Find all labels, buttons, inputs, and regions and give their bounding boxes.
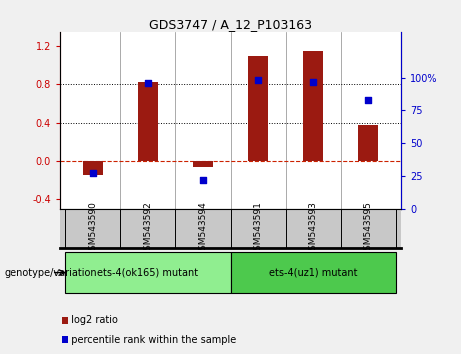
Bar	[230, 252, 396, 293]
Point	[364, 97, 372, 103]
Point	[89, 170, 97, 176]
Bar	[193, 161, 213, 167]
Text: ets-4(uz1) mutant: ets-4(uz1) mutant	[269, 268, 357, 278]
Bar	[359, 125, 378, 161]
Text: GSM543592: GSM543592	[143, 201, 153, 256]
Text: log2 ratio: log2 ratio	[65, 315, 118, 325]
Text: percentile rank within the sample: percentile rank within the sample	[65, 335, 236, 345]
Text: GSM543591: GSM543591	[254, 201, 262, 256]
Bar	[65, 252, 230, 293]
Bar	[138, 81, 158, 161]
Bar	[248, 56, 268, 161]
Text: GSM543593: GSM543593	[308, 201, 318, 256]
Bar	[303, 51, 323, 161]
Text: genotype/variation: genotype/variation	[5, 268, 97, 278]
Point	[144, 80, 152, 86]
Point	[309, 79, 317, 84]
Bar	[83, 161, 103, 175]
Text: ets-4(ok165) mutant: ets-4(ok165) mutant	[97, 268, 199, 278]
Text: GSM543594: GSM543594	[199, 201, 207, 256]
Text: GSM543595: GSM543595	[364, 201, 372, 256]
Point	[199, 177, 207, 183]
Text: GSM543590: GSM543590	[89, 201, 97, 256]
Point	[254, 78, 262, 83]
Title: GDS3747 / A_12_P103163: GDS3747 / A_12_P103163	[149, 18, 312, 31]
